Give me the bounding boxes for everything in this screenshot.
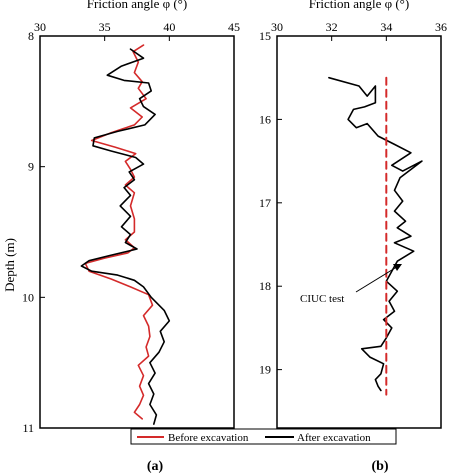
y-axis-title: Depth (m) (2, 238, 17, 292)
panel-b-x-tick-label: 32 (326, 20, 338, 34)
ciuc-annotation-label: CIUC test (300, 293, 344, 305)
panel-b-x-axis-title: Friction angle φ (°) (309, 0, 409, 11)
panel-a-x-tick-label: 45 (228, 20, 240, 34)
legend-label-after: After excavation (297, 432, 371, 444)
panel-b-x-tick-label: 36 (435, 20, 447, 34)
panel-b-y-tick-label: 15 (259, 29, 271, 43)
panel-b-x-tick-label: 30 (271, 20, 283, 34)
legend: Before excavation After excavation (130, 428, 397, 445)
panel-a-series-before-excavation (84, 44, 154, 420)
panel-label-b: (b) (371, 459, 388, 474)
legend-label-before: Before excavation (168, 432, 249, 444)
panel-a-series-after-excavation (80, 48, 171, 425)
panel-a-x-tick-label: 30 (34, 20, 46, 34)
panel-a-series (80, 44, 171, 425)
panel-a-frame (39, 35, 235, 429)
legend-box (130, 428, 397, 445)
panel-b-y-tick-label: 16 (259, 112, 271, 126)
panel-b-frame (276, 35, 442, 429)
panel-b-ticks: 30 32 34 36 15 16 17 18 19 (259, 20, 447, 377)
panel-label-a: (a) (147, 459, 164, 474)
panel-a-x-tick-label: 40 (163, 20, 175, 34)
ciuc-annotation-arrow (355, 264, 401, 293)
panel-b-x-tick-label: 34 (380, 20, 392, 34)
panel-a-x-axis-title: Friction angle φ (°) (87, 0, 187, 11)
panel-a-x-tick-label: 35 (99, 20, 111, 34)
panel-a-ticks: 30 35 40 45 8 9 10 11 (22, 20, 240, 435)
ciuc-annotation-arrowhead (393, 264, 402, 271)
panel-b-series (328, 76, 423, 396)
panel-a-y-tick-label: 9 (28, 160, 34, 174)
panel-b-series-after-excavation (328, 76, 423, 392)
panel-b-y-tick-label: 19 (259, 363, 271, 377)
panel-b-y-tick-label: 17 (259, 196, 271, 210)
panel-b: Friction angle φ (°) 30 32 34 361516171819 … (259, 0, 447, 429)
panel-a-y-tick-label: 10 (22, 290, 34, 304)
panel-b-y-tick-label: 18 (259, 279, 271, 293)
panel-a-y-tick-label: 11 (22, 421, 34, 435)
panel-a-y-tick-label: 8 (28, 29, 34, 43)
panel-a: Friction angle φ (°) 30 35 40 45 8 9 10 11 (22, 0, 240, 435)
